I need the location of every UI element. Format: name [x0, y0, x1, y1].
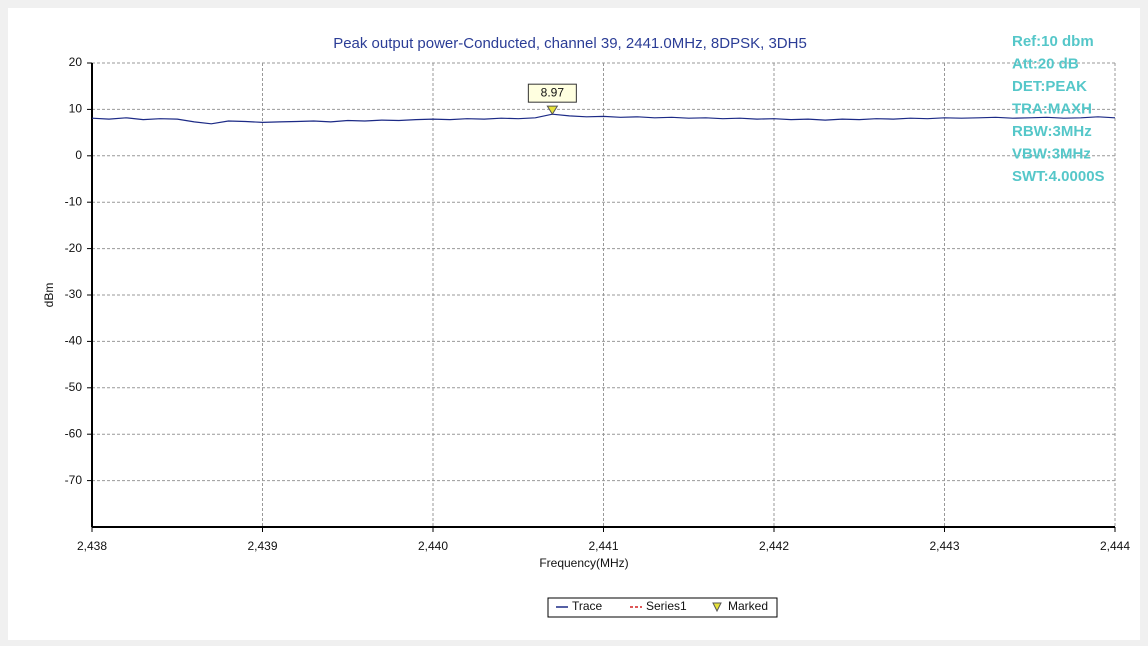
y-tick-label: 20: [69, 55, 83, 69]
y-tick-label: 10: [69, 102, 83, 116]
y-tick-label: -70: [65, 473, 83, 487]
x-tick-label: 2,444: [1100, 539, 1130, 553]
x-tick-label: 2,441: [588, 539, 618, 553]
x-tick-label: 2,440: [418, 539, 448, 553]
annotation: RBW:3MHz: [1012, 123, 1092, 140]
annotation: DET:PEAK: [1012, 78, 1087, 95]
panel: [8, 8, 1140, 640]
marker-label: 8.97: [541, 85, 565, 99]
x-tick-label: 2,443: [929, 539, 959, 553]
legend-swatch: [712, 602, 722, 613]
annotation: Ref:10 dbm: [1012, 33, 1094, 50]
y-tick-label: -10: [65, 194, 83, 208]
y-tick-label: -30: [65, 287, 83, 301]
annotation: TRA:MAXH: [1012, 100, 1092, 117]
y-axis-label: dBm: [42, 283, 56, 308]
y-tick-label: -50: [65, 380, 83, 394]
legend-label: Series1: [646, 599, 687, 613]
annotation: VBW:3MHz: [1012, 145, 1091, 162]
legend-label: Trace: [572, 599, 603, 613]
y-tick-label: -60: [65, 426, 83, 440]
trace-line: [91, 113, 1116, 125]
annotation: Att:20 dB: [1012, 55, 1079, 72]
y-tick-label: -20: [65, 241, 83, 255]
chart-title: Peak output power-Conducted, channel 39,…: [333, 35, 807, 52]
marker: [546, 105, 559, 116]
marker-label-box: [527, 83, 577, 103]
y-tick-label: -40: [65, 334, 83, 348]
x-tick-label: 2,442: [759, 539, 789, 553]
y-tick-label: 0: [75, 148, 82, 162]
x-tick-label: 2,439: [247, 539, 277, 553]
annotation: SWT:4.0000S: [1012, 168, 1105, 185]
legend-label: Marked: [728, 599, 768, 613]
x-axis-label: Frequency(MHz): [539, 556, 628, 570]
x-tick-label: 2,438: [77, 539, 107, 553]
